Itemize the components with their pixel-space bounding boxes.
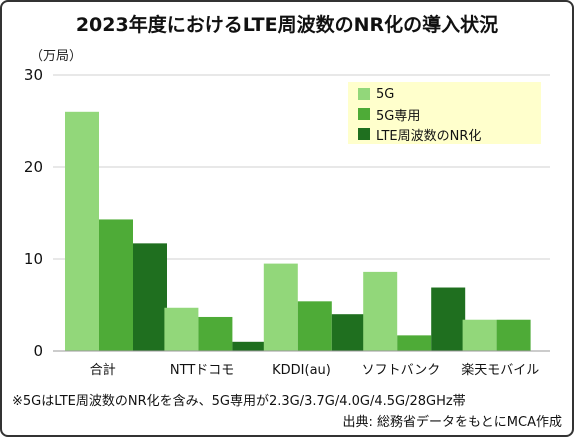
bar <box>363 271 398 351</box>
bar <box>431 287 466 351</box>
chart-title: 2023年度におけるLTE周波数のNR化の導入状況 <box>75 14 499 36</box>
legend-label-5g-dedicated: 5G専用 <box>376 108 421 124</box>
legend-label-lte-nr: LTE周波数のNR化 <box>376 128 482 144</box>
legend-label-5g: 5G <box>376 86 395 102</box>
bar <box>462 319 497 351</box>
x-tick-label: NTTドコモ <box>170 363 234 378</box>
legend-item-5g: 5G <box>348 84 541 104</box>
bar <box>297 301 332 351</box>
bar <box>232 341 267 351</box>
bar <box>133 243 167 351</box>
x-tick-label: ソフトバンク <box>362 363 441 378</box>
y-tick-label: 0 <box>33 342 43 360</box>
bar <box>164 307 199 351</box>
legend-swatch-lte-nr <box>358 128 370 140</box>
legend-item-lte-nr: LTE周波数のNR化 <box>348 124 541 144</box>
chart-legend: 5G 5G専用 LTE周波数のNR化 <box>348 82 541 144</box>
legend-swatch-5g-dedicated <box>358 108 370 120</box>
bar <box>263 263 298 351</box>
legend-item-5g-dedicated: 5G専用 <box>348 104 541 124</box>
y-axis-unit-label: （万局） <box>30 49 83 64</box>
bar <box>496 319 531 351</box>
bar <box>65 111 99 351</box>
bar <box>397 335 432 351</box>
x-tick-label: 合計 <box>90 362 116 378</box>
bar <box>198 316 233 351</box>
bar <box>331 314 366 351</box>
y-tick-label: 10 <box>24 250 43 268</box>
bar <box>99 219 133 351</box>
x-tick-label: 楽天モバイル <box>461 362 539 378</box>
y-tick-label: 30 <box>24 66 43 84</box>
footnote: ※5GはLTE周波数のNR化を含み、5G専用が2.3G/3.7G/4.0G/4.… <box>12 394 466 409</box>
x-tick-label: KDDI(au) <box>272 363 331 378</box>
source-note: 出典: 総務省データをもとにMCA作成 <box>342 415 562 430</box>
legend-swatch-5g <box>358 88 370 100</box>
y-tick-label: 20 <box>24 158 43 176</box>
